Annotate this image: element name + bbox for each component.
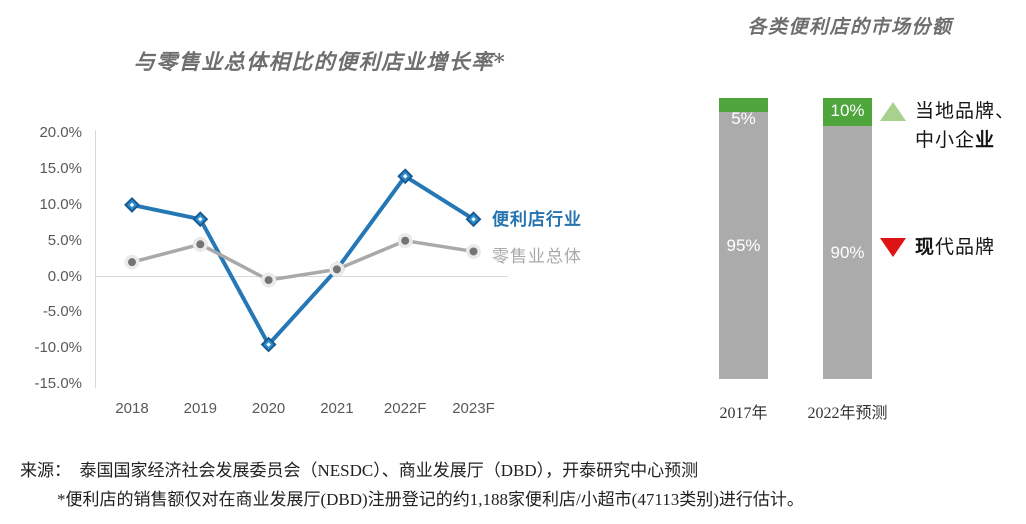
y-tick-label: 10.0% — [39, 195, 82, 213]
legend-line-2: 中小企业 — [915, 126, 1015, 155]
series-label-text: 便利店行 — [492, 210, 564, 229]
x-tick-label: 2022F — [383, 400, 427, 417]
y-tick-label: 5.0% — [47, 231, 82, 249]
y-tick-label: -15.0% — [34, 374, 82, 392]
footnote: *便利店的销售额仅对在商业发展厅(DBD)注册登记的约1,188家便利店/小超市… — [57, 490, 804, 509]
x-tick-label: 2020 — [251, 400, 286, 417]
x-tick-label: 2019 — [183, 400, 217, 417]
line-series-0 — [130, 174, 476, 347]
circle-marker — [401, 236, 410, 245]
x-tick-label: 2023F — [452, 400, 495, 417]
circle-marker — [128, 258, 136, 267]
circle-marker — [196, 240, 205, 249]
stacked-bar: 10% 90% — [823, 98, 872, 379]
bar-segment-local-brands: 5% — [719, 98, 768, 128]
x-tick-label: 2018 — [115, 400, 149, 417]
legend-text-emph: 业 — [975, 130, 996, 151]
legend-text-emph: 现 — [915, 237, 936, 258]
bar-chart-title: 各类便利店的市场份额 — [747, 16, 953, 38]
diamond-marker-center — [266, 342, 271, 347]
bar-x-label: 2017年 — [719, 405, 768, 422]
legend-line-1: 当地品牌、 — [915, 97, 1015, 126]
series-label-text-emph: 业 — [564, 210, 582, 229]
legend-item-local-brands: 当地品牌、 中小企业 — [880, 97, 1015, 155]
x-tick-label: 2021 — [320, 400, 354, 417]
y-tick-label: -5.0% — [42, 303, 82, 321]
bar-segment-label: 95% — [726, 235, 761, 255]
bar-segment-label: 5% — [731, 109, 756, 128]
line-plot — [95, 130, 508, 388]
legend-item-modern-brands: 现代品牌 — [880, 233, 995, 262]
triangle-up-icon — [880, 102, 906, 121]
legend-text: 中小企 — [915, 130, 976, 151]
bar-segment-modern-brands: 95% — [719, 112, 768, 379]
y-tick-label: -10.0% — [34, 339, 82, 357]
bar-segment-label: 90% — [830, 242, 865, 262]
bar-segment-modern-brands: 90% — [823, 126, 872, 379]
series-label-retail-total: 零售业总体 — [492, 247, 582, 266]
circle-marker — [264, 276, 273, 285]
stacked-bar: 5% 95% — [719, 98, 768, 379]
line-series-1 — [130, 238, 476, 282]
source-note: 来源： 泰国国家经济社会发展委员会（NESDC）、商业发展厅（DBD），开泰研究… — [20, 461, 699, 480]
y-tick-label: 15.0% — [39, 160, 82, 178]
diamond-marker-center — [403, 174, 408, 179]
bar-x-label: 2022年预测 — [807, 405, 888, 422]
bar-segment-local-brands: 10% — [823, 98, 872, 126]
legend-text: 当地品牌、 — [915, 101, 1016, 122]
circle-marker — [469, 247, 478, 256]
line-chart-title: 与零售业总体相比的便利店业增长率* — [133, 49, 507, 74]
circle-marker — [332, 265, 341, 274]
y-tick-label: 0.0% — [47, 267, 82, 285]
legend-text: 代品牌 — [935, 237, 996, 258]
bar-segment-label: 10% — [830, 101, 865, 120]
diamond-marker-center — [198, 217, 203, 222]
series-label-convenience-store: 便利店行业 — [492, 205, 582, 230]
y-tick-label: 20.0% — [39, 124, 82, 142]
triangle-down-icon — [880, 238, 906, 257]
legend-label-modern-brands: 现代品牌 — [915, 233, 995, 262]
legend-label-local-brands: 当地品牌、 中小企业 — [915, 97, 1015, 155]
diamond-marker-center — [471, 217, 476, 222]
